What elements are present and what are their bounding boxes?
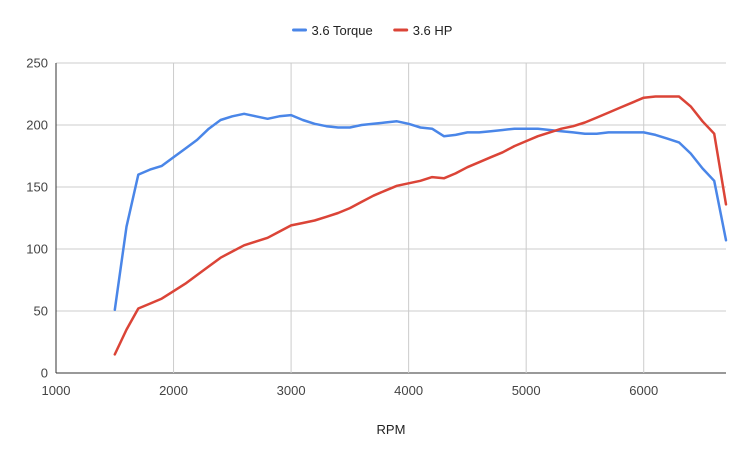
chart-grid (55, 62, 726, 374)
chart-legend: 3.6 Torque 3.6 HP (292, 23, 453, 38)
x-tick-label: 1000 (42, 383, 71, 398)
series-line-0 (113, 112, 728, 312)
series-line-1 (113, 95, 728, 356)
x-tick-label: 3000 (277, 383, 306, 398)
legend-label-1: 3.6 HP (413, 23, 453, 38)
y-tick-label: 100 (26, 242, 48, 257)
y-tick-label: 50 (34, 304, 48, 319)
x-tick-label: 2000 (159, 383, 188, 398)
y-tick-label: 150 (26, 180, 48, 195)
x-tick-label: 5000 (512, 383, 541, 398)
y-tick-label: 200 (26, 118, 48, 133)
legend-label-0: 3.6 Torque (312, 23, 373, 38)
y-tick-label: 0 (41, 366, 48, 381)
x-axis-title: RPM (377, 422, 406, 437)
x-tick-label: 6000 (629, 383, 658, 398)
y-tick-label: 250 (26, 56, 48, 71)
chart-tick-labels: 0 50 100 150 200 250 1000 2000 3000 4000 5000 6000 (26, 56, 658, 399)
chart-series-group (113, 95, 728, 356)
x-tick-label: 4000 (394, 383, 423, 398)
